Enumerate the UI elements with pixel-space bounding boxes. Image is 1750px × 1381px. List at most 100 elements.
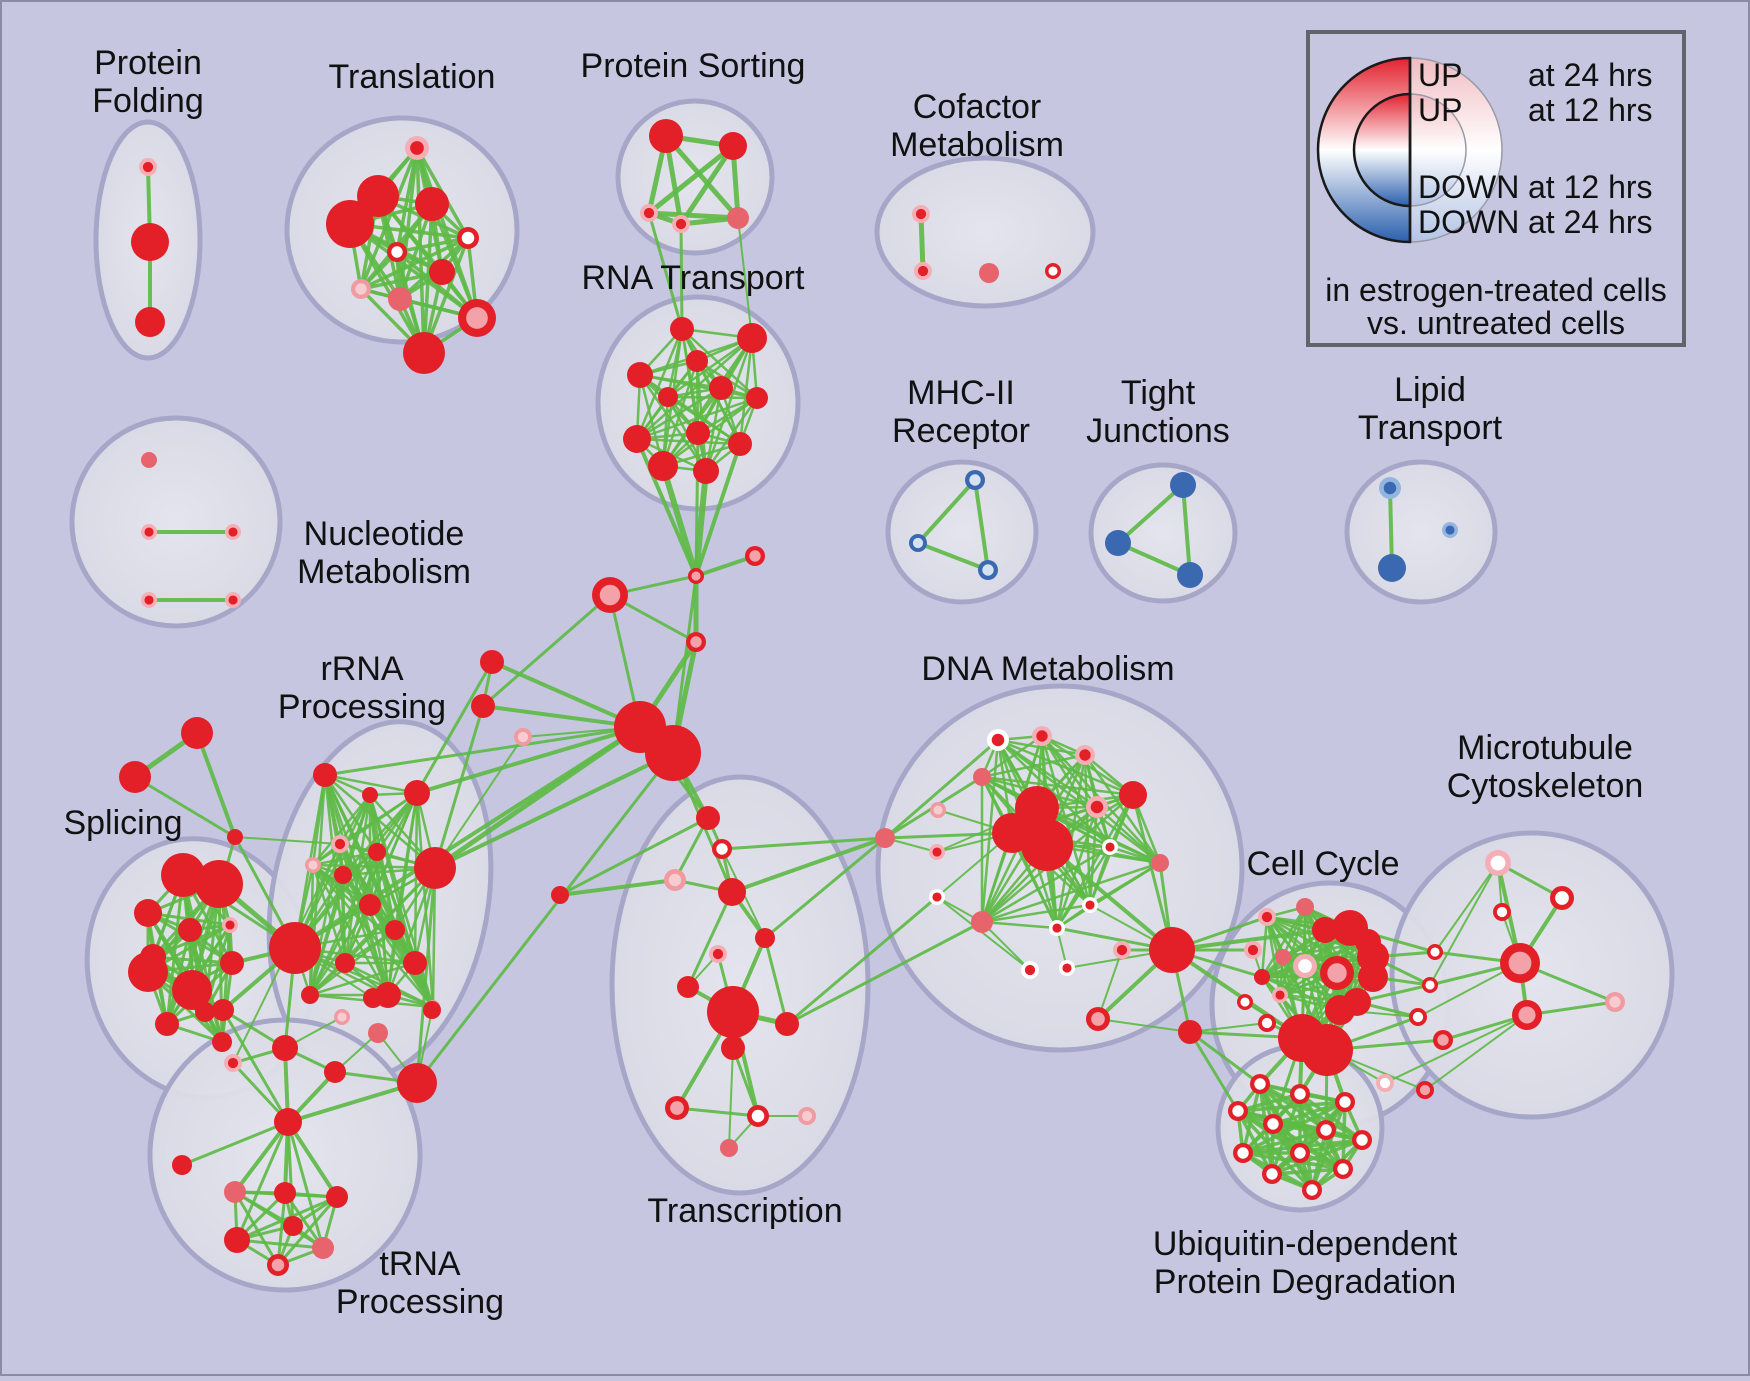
network-node xyxy=(1294,1147,1306,1159)
network-edge xyxy=(730,836,887,894)
network-edge xyxy=(1131,793,1174,952)
cluster-label-tight-junctions: Junctions xyxy=(1086,412,1230,450)
network-node xyxy=(403,332,445,374)
network-node xyxy=(220,951,244,975)
network-node xyxy=(1085,900,1095,910)
network-node xyxy=(1301,1024,1353,1076)
cluster-label-lipid-transport: Transport xyxy=(1358,409,1503,447)
network-node xyxy=(728,432,752,456)
network-edge xyxy=(883,831,1014,840)
network-node xyxy=(283,1216,303,1236)
network-edge xyxy=(694,554,757,578)
network-node xyxy=(212,999,234,1021)
cluster-label-microtubule-cytoskeleton: Cytoskeleton xyxy=(1447,767,1644,805)
network-node xyxy=(1021,819,1073,871)
network-node xyxy=(1275,990,1285,1000)
network-edge xyxy=(686,890,734,989)
network-edge xyxy=(663,133,741,221)
network-node xyxy=(1609,996,1621,1008)
network-node xyxy=(181,971,205,995)
network-edge xyxy=(195,731,237,839)
network-node xyxy=(1356,1134,1368,1146)
network-node xyxy=(1052,923,1062,933)
cluster-label-ubiquitin-dependent-protein-degradation: Protein Degradation xyxy=(1154,1263,1456,1301)
cluster-label-dna-metabolism: DNA Metabolism xyxy=(921,650,1174,688)
network-edge xyxy=(308,866,437,997)
network-node xyxy=(971,911,993,933)
network-edge xyxy=(635,437,742,446)
network-edge xyxy=(980,845,1112,924)
network-node xyxy=(1379,1077,1391,1089)
network-node xyxy=(227,829,243,845)
network-edge xyxy=(434,736,524,869)
cluster-bubble-lipid-transport xyxy=(1344,459,1498,605)
network-edge xyxy=(660,463,699,579)
network-edge xyxy=(679,222,684,331)
cluster-label-transcription: Transcription xyxy=(647,1192,842,1230)
network-edge xyxy=(433,704,485,870)
cluster-label-rrna-processing: Processing xyxy=(278,688,446,726)
network-node xyxy=(335,953,355,973)
network-edge xyxy=(308,873,345,997)
network-edge xyxy=(1040,734,1112,849)
network-edge xyxy=(666,336,754,399)
network-node xyxy=(334,866,352,884)
network-node xyxy=(719,132,747,160)
network-edge xyxy=(286,1120,339,1199)
network-node xyxy=(274,1182,296,1204)
network-node xyxy=(1383,481,1397,495)
cluster-label-ubiquitin-dependent-protein-degradation: Ubiquitin-dependent xyxy=(1153,1225,1458,1263)
network-edge xyxy=(1260,905,1307,979)
legend-circle-left-12hrs xyxy=(1352,92,1412,208)
network-node xyxy=(1425,980,1435,990)
network-node xyxy=(362,787,378,803)
cluster-label-trna-processing: Processing xyxy=(336,1283,504,1321)
network-node xyxy=(359,894,381,916)
cluster-bubble-transcription xyxy=(609,774,871,1196)
network-node xyxy=(1151,854,1169,872)
network-edge xyxy=(763,836,887,940)
network-node xyxy=(1490,855,1506,871)
network-node xyxy=(686,350,708,372)
network-node xyxy=(645,725,701,781)
network-node xyxy=(1170,472,1196,498)
network-edge xyxy=(234,836,341,845)
network-node xyxy=(751,1109,765,1123)
cluster-label-rrna-processing: rRNA xyxy=(320,650,403,688)
network-node xyxy=(551,886,569,904)
network-node xyxy=(517,731,529,743)
network-node xyxy=(471,694,495,718)
network-node xyxy=(272,1035,298,1061)
network-node xyxy=(404,780,430,806)
network-node xyxy=(224,1181,246,1203)
network-node xyxy=(1149,927,1195,973)
network-node xyxy=(355,283,367,295)
network-edge xyxy=(980,920,1059,930)
network-node xyxy=(466,307,488,329)
network-node xyxy=(801,1110,813,1122)
network-node xyxy=(119,761,151,793)
network-node xyxy=(691,571,701,581)
network-node xyxy=(775,1012,799,1036)
network-edge xyxy=(431,866,437,1009)
cluster-label-nucleotide-metabolism: Metabolism xyxy=(297,553,471,591)
network-edge xyxy=(311,850,379,867)
network-node xyxy=(1261,911,1273,923)
network-node xyxy=(142,161,154,173)
network-node xyxy=(1327,963,1347,983)
legend-direction-label-2: DOWN xyxy=(1418,169,1519,205)
network-node xyxy=(1266,1168,1278,1180)
network-node xyxy=(313,763,337,787)
network-node xyxy=(1062,963,1072,973)
network-node xyxy=(397,1063,437,1103)
network-node xyxy=(1378,554,1406,582)
network-node xyxy=(141,452,157,468)
network-node xyxy=(1024,964,1036,976)
network-edge xyxy=(415,725,642,795)
network-node xyxy=(1343,988,1371,1016)
network-edge xyxy=(1265,915,1375,979)
network-node xyxy=(1105,530,1131,556)
cluster-label-trna-processing: tRNA xyxy=(379,1245,461,1283)
network-edge xyxy=(1116,541,1192,577)
